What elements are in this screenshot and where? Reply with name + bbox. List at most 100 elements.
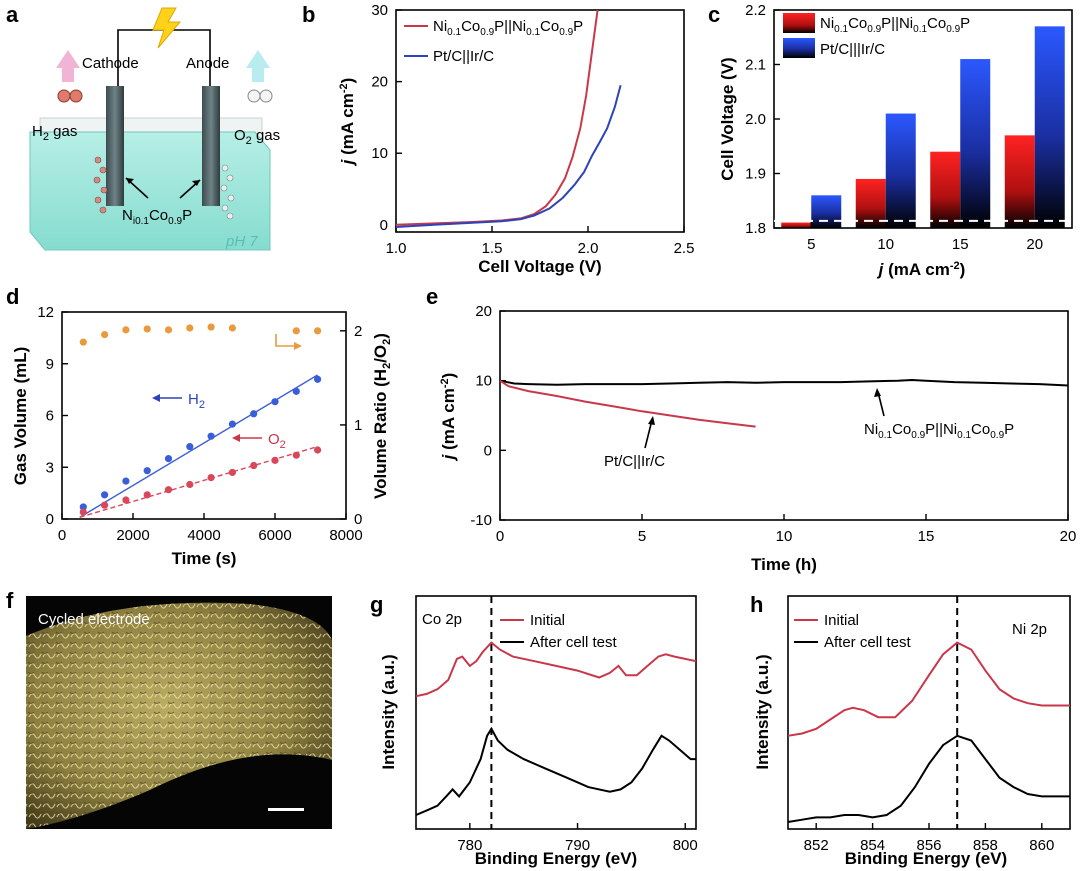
panel-e-frame bbox=[499, 310, 1069, 521]
anode-label: Anode bbox=[186, 55, 229, 72]
sem-texture bbox=[26, 602, 332, 829]
panel-h-xlabel: Binding Energy (eV) bbox=[845, 849, 1007, 868]
panel-b-xlabel: Cell Voltage (V) bbox=[478, 257, 601, 276]
panel-e-annot-black: Ni0.1Co0.9P||Ni0.1Co0.9P bbox=[864, 421, 1014, 441]
panel-label-g: g bbox=[370, 592, 383, 617]
y-tick-label: 2.2 bbox=[745, 2, 766, 19]
bar bbox=[855, 178, 886, 228]
panel-h: h 852 854 856 858 860 Binding Energy (eV) In… bbox=[750, 592, 1071, 868]
x-tick-label: 10 bbox=[776, 528, 793, 545]
x-tick-label: 1.0 bbox=[386, 240, 407, 257]
x-tick-label: 15 bbox=[918, 528, 935, 545]
data-point bbox=[314, 375, 322, 383]
bar bbox=[811, 195, 842, 228]
panel-c-legend-2: Pt/C|||Ir/C bbox=[820, 41, 885, 58]
data-point bbox=[207, 323, 215, 331]
data-point bbox=[271, 398, 279, 406]
panel-g-title: Co 2p bbox=[422, 611, 462, 628]
data-point bbox=[143, 325, 151, 333]
y-tick-label: 6 bbox=[46, 408, 54, 425]
x-tick-label: 800 bbox=[673, 837, 698, 854]
x-tick-label: 20 bbox=[1026, 236, 1043, 253]
data-point bbox=[228, 468, 236, 477]
x-tick-label: 2000 bbox=[116, 527, 149, 544]
panel-g-xlabel: Binding Energy (eV) bbox=[475, 849, 637, 868]
y-tick-label: 12 bbox=[37, 304, 54, 321]
panel-b-legend-2: Pt/C||Ir/C bbox=[433, 48, 494, 65]
o2-bubbles bbox=[220, 164, 235, 220]
panel-g-frame bbox=[415, 595, 697, 830]
panel-e-xlabel: Time (h) bbox=[751, 555, 817, 574]
data-point bbox=[228, 324, 236, 332]
data-point bbox=[314, 446, 322, 454]
data-point bbox=[122, 496, 130, 504]
x-tick-label: 6000 bbox=[258, 527, 291, 544]
x-tick-label: 856 bbox=[916, 837, 941, 854]
data-point bbox=[122, 326, 130, 334]
arrowhead-icon bbox=[126, 178, 134, 184]
y-tick-label: -10 bbox=[470, 512, 492, 529]
panel-label-f: f bbox=[6, 588, 14, 613]
y-tick-label: 1.8 bbox=[745, 220, 766, 237]
arrowhead-icon bbox=[294, 342, 302, 350]
x-tick-label: 852 bbox=[804, 837, 829, 854]
y-tick-label: 0 bbox=[46, 511, 54, 528]
h2-gas-label: H2 gas bbox=[32, 123, 77, 143]
bar bbox=[1034, 26, 1065, 228]
cathode-label: Cathode bbox=[82, 55, 139, 72]
arrowhead-icon bbox=[232, 434, 240, 442]
panel-a: a Cathode Anode H2 gas O2 gas bbox=[6, 2, 280, 251]
data-point bbox=[79, 508, 87, 516]
x-tick-label: 1.5 bbox=[482, 240, 503, 257]
data-point bbox=[250, 461, 258, 470]
data-point bbox=[101, 330, 109, 339]
y2-tick-label: 1 bbox=[354, 417, 362, 434]
panel-b-legend-1: Ni0.1Co0.9P||Ni0.1Co0.9P bbox=[433, 18, 583, 38]
y-tick-label: 10 bbox=[371, 145, 388, 162]
h2-bubbles bbox=[93, 156, 108, 214]
y-tick-label: 0 bbox=[484, 442, 492, 459]
o2-up-arrow-icon bbox=[246, 50, 270, 82]
bar bbox=[885, 113, 916, 228]
panel-label-a: a bbox=[6, 2, 19, 27]
x-tick-label: 860 bbox=[1029, 837, 1054, 854]
fit-line bbox=[79, 445, 318, 518]
bar bbox=[1004, 135, 1035, 228]
sem-caption: Cycled electrode bbox=[38, 611, 150, 628]
x-tick-label: 15 bbox=[952, 236, 969, 253]
x-tick-label: 0 bbox=[58, 527, 66, 544]
panel-f: f Cycled electrode bbox=[6, 588, 332, 829]
catalyst-label: Ni0.1Co0.9P bbox=[122, 207, 192, 227]
data-point bbox=[250, 410, 258, 418]
ratio-axis-arrow bbox=[275, 334, 300, 347]
x-tick-label: 790 bbox=[565, 837, 590, 854]
data-point bbox=[122, 477, 130, 485]
panel-g-ylabel: Intensity (a.u.) bbox=[379, 654, 398, 769]
legend-swatch-blue bbox=[783, 38, 815, 58]
x-tick-label: 20 bbox=[1060, 528, 1077, 545]
data-point bbox=[164, 326, 173, 334]
bar bbox=[960, 59, 991, 228]
panel-b-ylabel: j (mA cm-2) bbox=[338, 78, 357, 167]
panel-c-xlabel: j (mA cm-2) bbox=[877, 260, 966, 279]
data-point bbox=[271, 456, 279, 464]
data-point bbox=[101, 491, 109, 499]
cathode-electrode bbox=[106, 86, 124, 206]
data-point bbox=[164, 455, 173, 463]
arrowhead-icon bbox=[192, 180, 200, 186]
y-tick-label: 20 bbox=[475, 303, 492, 320]
series-line bbox=[787, 734, 1070, 823]
x-tick-label: 780 bbox=[457, 837, 482, 854]
panel-h-title: Ni 2p bbox=[1012, 621, 1047, 638]
panel-g-legend-2: After cell test bbox=[530, 634, 618, 651]
panel-d-y2label: Volume Ratio (H2/O2) bbox=[371, 333, 393, 499]
annot-arrow-red bbox=[644, 419, 653, 449]
y-tick-label: 10 bbox=[475, 373, 492, 390]
arrowhead-icon bbox=[874, 388, 881, 397]
data-point bbox=[164, 486, 173, 494]
series-line bbox=[499, 379, 756, 428]
panel-h-legend-1: Initial bbox=[824, 612, 859, 629]
